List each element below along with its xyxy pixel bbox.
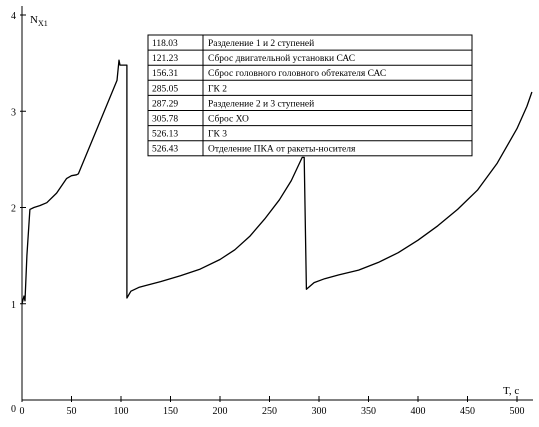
series-line [21, 59, 533, 304]
y-axis-title-main: N [30, 14, 38, 26]
x-tick-label: 150 [163, 406, 178, 417]
legend-event: Сброс ХО [208, 114, 249, 125]
y-tick-label: 2 [11, 204, 16, 215]
x-tick-label: 500 [510, 406, 525, 417]
event-legend-table: 118.03 Разделение 1 и 2 ступеней 121.23 Сбр… [147, 34, 473, 157]
legend-time: 156.31 [152, 69, 178, 79]
y-axis-title-subscript: X1 [38, 19, 48, 28]
legend-time: 526.43 [152, 145, 178, 155]
legend-event: ГК 3 [208, 130, 227, 140]
legend-event: Сброс головного головного обтекателя САС [208, 68, 386, 79]
legend-time: 287.29 [152, 99, 178, 109]
legend-time: 118.03 [152, 39, 178, 49]
x-tick-label: 100 [114, 406, 129, 417]
x-tick-label: 350 [361, 406, 376, 417]
legend-time: 526.13 [152, 130, 178, 140]
legend-event: ГК 2 [208, 84, 227, 94]
legend-event: Отделение ПКА от ракеты-носителя [208, 145, 356, 155]
legend-event: Сброс двигательной установки САС [208, 53, 355, 64]
x-tick-label: 400 [411, 406, 426, 417]
legend-event: Разделение 2 и 3 ступеней [208, 98, 314, 109]
legend-event: Разделение 1 и 2 ступеней [208, 38, 314, 49]
legend-time: 285.05 [152, 84, 178, 94]
series-layer [21, 59, 533, 304]
x-tick-label: 450 [460, 406, 475, 417]
tick-labels: 0 50 100 150 200 250 300 350 400 450 500 1 2 3 4 0 [11, 11, 525, 417]
legend-time: 121.23 [152, 54, 178, 64]
y-tick-label: 4 [11, 11, 16, 22]
x-tick-label: 0 [20, 406, 25, 417]
x-tick-label: 200 [213, 406, 228, 417]
ticks [20, 14, 518, 402]
legend-time: 305.78 [152, 115, 178, 125]
axes [21, 6, 533, 401]
y-tick-label: 1 [11, 300, 16, 311]
x-tick-label: 250 [262, 406, 277, 417]
y-tick-label: 3 [11, 107, 16, 118]
y-axis-title: NX1 [30, 14, 48, 28]
x-tick-label: 300 [312, 406, 327, 417]
origin-label: 0 [11, 404, 16, 415]
x-tick-label: 50 [67, 406, 77, 417]
x-axis-title: T, c [503, 385, 519, 397]
